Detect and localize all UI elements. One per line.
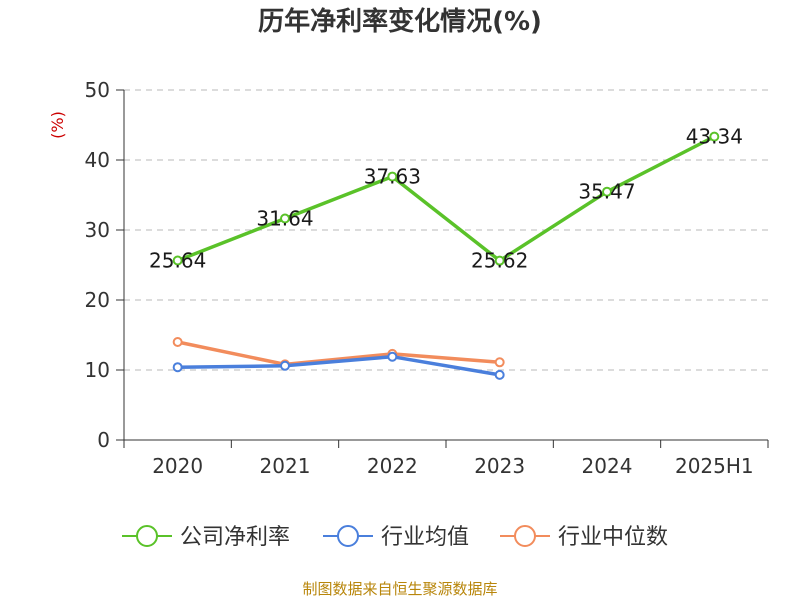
data-point (494, 369, 505, 380)
x-tick-label: 2024 (582, 454, 633, 478)
data-label: 25.62 (471, 249, 528, 273)
data-point (280, 360, 290, 371)
chart-title: 历年净利率变化情况(%) (258, 6, 542, 37)
x-tick-label: 2020 (152, 454, 203, 478)
legend-marker-1 (337, 525, 359, 547)
data-point (387, 171, 398, 182)
data-point (172, 337, 183, 347)
x-axis-ticks: 2020 2021 2022 2023 2024 2025H1 (123, 440, 769, 478)
series-line-0 (175, 134, 717, 263)
legend: 公司净利率 行业均值 行业中位数 (122, 525, 668, 550)
data-label: 43.34 (686, 125, 743, 149)
data-point (280, 213, 290, 224)
data-point (172, 362, 183, 373)
legend-label-0: 公司净利率 (180, 525, 290, 550)
data-labels: 25.64 31.64 37.63 25.62 35.47 43.34 (149, 125, 743, 273)
data-point (172, 255, 183, 266)
data-label: 35.47 (578, 180, 635, 204)
data-label: 37.63 (364, 165, 421, 189)
series-line-2 (175, 340, 502, 367)
data-point (709, 131, 720, 142)
series-layer (172, 131, 720, 380)
x-tick-label: 2025H1 (675, 454, 754, 478)
y-axis-ticks: 0 10 20 30 40 50 (85, 78, 124, 452)
y-tick-label: 20 (85, 288, 110, 312)
data-point (494, 255, 505, 266)
y-axis-unit-label: (%) (48, 111, 67, 139)
data-point (387, 351, 398, 362)
y-tick-label: 0 (97, 428, 110, 452)
legend-marker-2 (514, 525, 536, 547)
series-line-1 (175, 354, 502, 377)
data-label: 31.64 (256, 207, 313, 231)
gridlines (124, 89, 768, 371)
x-tick-label: 2023 (474, 454, 525, 478)
data-label: 25.64 (149, 249, 206, 273)
x-tick-label: 2021 (260, 454, 311, 478)
x-tick-label: 2022 (367, 454, 418, 478)
legend-label-1: 行业均值 (381, 525, 469, 550)
axes (123, 90, 768, 441)
data-point (602, 186, 612, 197)
data-point (494, 357, 505, 368)
y-tick-label: 50 (85, 78, 110, 102)
y-tick-label: 10 (85, 358, 110, 382)
source-note: 制图数据来自恒生聚源数据库 (302, 580, 497, 598)
legend-label-2: 行业中位数 (558, 525, 668, 550)
legend-marker-0 (136, 525, 158, 547)
y-tick-label: 30 (85, 218, 110, 242)
y-tick-label: 40 (85, 148, 110, 172)
